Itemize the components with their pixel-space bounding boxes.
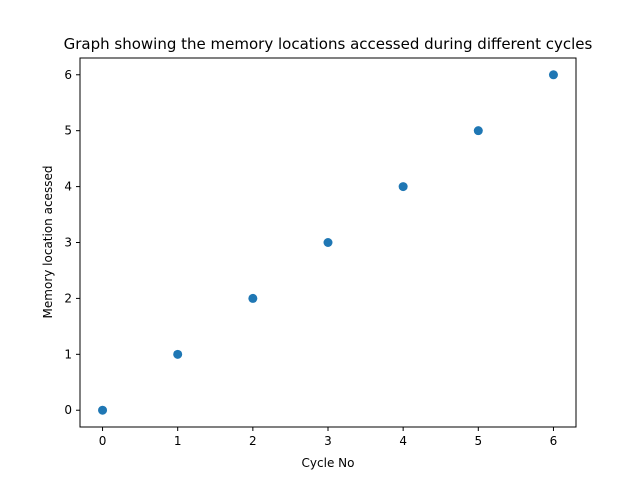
y-axis-label: Memory location acessed [41, 166, 55, 319]
x-tick-label: 2 [249, 434, 257, 448]
axis-ticks: 0 1 2 3 4 5 6 0 1 2 3 4 5 6 [64, 68, 557, 448]
chart-title: Graph showing the memory locations acces… [64, 35, 593, 53]
data-point [173, 349, 183, 359]
y-tick-label: 6 [64, 68, 72, 82]
y-tick-label: 1 [64, 347, 72, 361]
y-tick-label: 2 [64, 291, 72, 305]
y-tick-label: 5 [64, 124, 72, 138]
data-point [398, 182, 408, 192]
data-point [548, 70, 558, 80]
y-tick-label: 4 [64, 180, 72, 194]
x-tick-label: 0 [99, 434, 107, 448]
x-tick-label: 5 [474, 434, 482, 448]
x-tick-label: 3 [324, 434, 332, 448]
data-point [98, 405, 108, 415]
data-point [473, 126, 483, 136]
y-tick-label: 3 [64, 236, 72, 250]
x-tick-label: 1 [174, 434, 182, 448]
y-tick-label: 0 [64, 403, 72, 417]
data-point [248, 293, 258, 303]
plot-frame [79, 57, 577, 428]
data-point [323, 238, 333, 247]
x-tick-label: 4 [399, 434, 407, 448]
x-axis-label: Cycle No [302, 456, 355, 470]
data-points [98, 70, 558, 415]
x-tick-label: 6 [550, 434, 558, 448]
